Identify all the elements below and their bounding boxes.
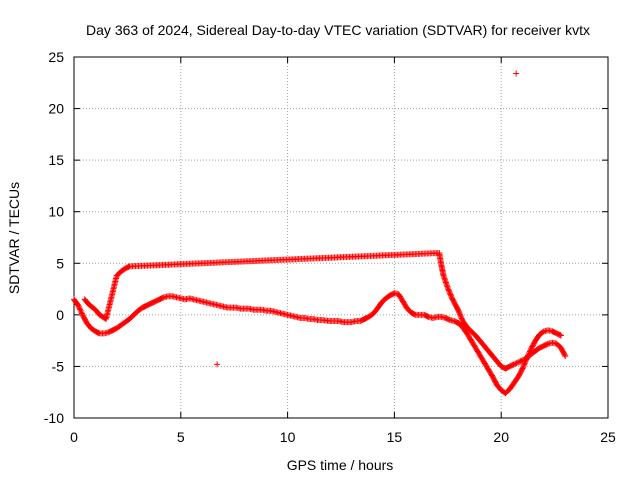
x-tick-label: 5 [177, 429, 185, 445]
y-tick-label: 0 [56, 307, 64, 323]
data-point [78, 309, 85, 316]
x-tick-label: 15 [387, 429, 403, 445]
data-point [446, 288, 453, 295]
data-point [444, 285, 451, 292]
data-point [77, 306, 84, 313]
series-upper-branches [81, 249, 568, 372]
series-main-track [71, 290, 461, 337]
data-point [457, 311, 464, 318]
chart-title: Day 363 of 2024, Sidereal Day-to-day VTE… [86, 22, 590, 38]
data-point [517, 358, 524, 365]
data-point [558, 332, 565, 339]
data-point [518, 357, 525, 364]
data-point [456, 309, 463, 316]
data-point [457, 312, 464, 319]
data-point [78, 310, 85, 317]
y-tick-label: -5 [52, 358, 65, 374]
data-point [561, 351, 568, 358]
y-tick-label: -10 [44, 410, 64, 426]
data-point [448, 292, 455, 299]
grid-lines [74, 57, 608, 418]
x-axis-label: GPS time / hours [287, 457, 394, 473]
data-point [520, 364, 527, 371]
y-tick-label: 5 [56, 255, 64, 271]
x-tick-label: 10 [280, 429, 296, 445]
data-point [458, 314, 465, 321]
data-point [456, 310, 463, 317]
data-point [75, 303, 82, 310]
data-point [519, 357, 526, 364]
data-point [512, 360, 519, 367]
data-point [520, 362, 527, 369]
data-point [77, 307, 84, 314]
axis-ticks: 0 5 10 15 20 25 -10 -5 0 5 10 15 20 25 [44, 49, 616, 445]
data-point [455, 307, 462, 314]
y-tick-label: 10 [48, 204, 64, 220]
data-point [514, 359, 521, 366]
y-tick-label: 20 [48, 101, 64, 117]
data-points [71, 70, 569, 397]
data-point [513, 360, 520, 367]
x-tick-label: 25 [600, 429, 616, 445]
data-point [214, 361, 221, 368]
data-point [556, 331, 563, 338]
data-point [445, 286, 452, 293]
data-point [521, 361, 528, 368]
data-point [125, 263, 132, 270]
data-point [562, 353, 569, 360]
data-point [447, 291, 454, 298]
x-tick-label: 0 [70, 429, 78, 445]
data-point [516, 358, 523, 365]
plot-frame [73, 56, 609, 419]
y-axis-label: SDTVAR / TECUs [6, 182, 22, 294]
data-point [519, 365, 526, 372]
data-point [445, 287, 452, 294]
x-tick-label: 20 [493, 429, 509, 445]
data-point [511, 361, 518, 368]
y-tick-label: 25 [48, 49, 64, 65]
y-tick-label: 15 [48, 152, 64, 168]
data-point [76, 305, 83, 312]
data-point [446, 290, 453, 297]
data-point [521, 356, 528, 363]
data-point [458, 315, 465, 322]
data-point [75, 302, 82, 309]
data-point [513, 70, 520, 77]
